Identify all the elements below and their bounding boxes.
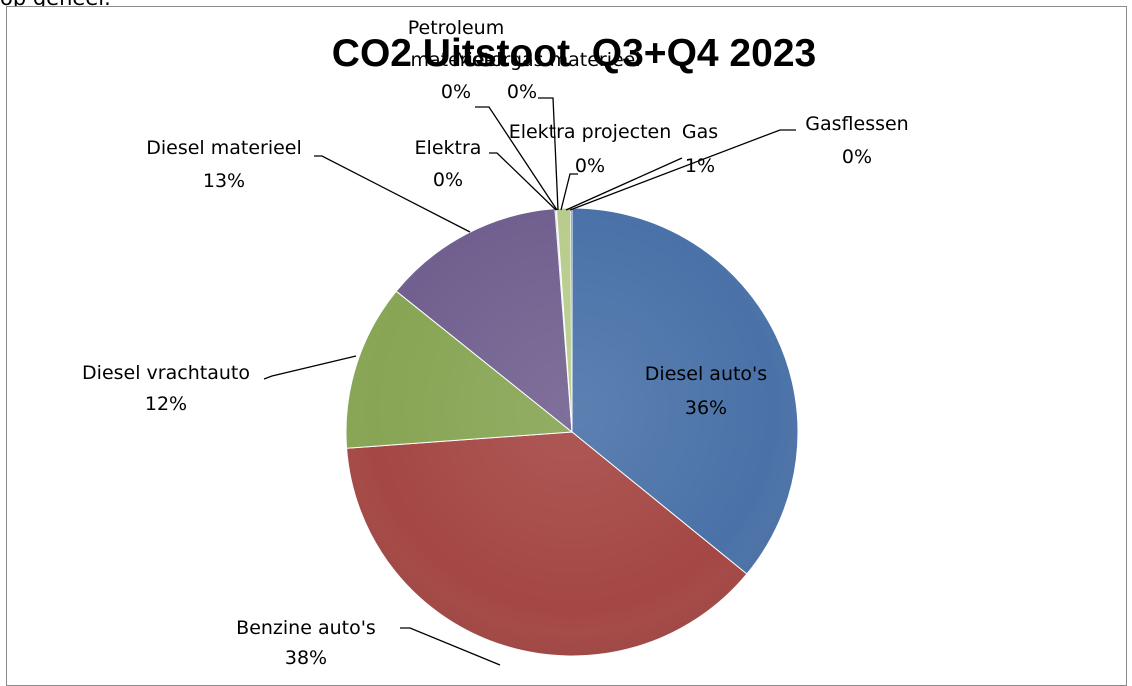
leader-line-motorgas (538, 97, 559, 211)
slice-label-benzine-auto-s: Benzine auto's (236, 617, 376, 639)
page-top-text: op geheel. (0, 0, 111, 10)
slice-percent-elektra: 0% (433, 169, 463, 191)
slice-label-petroleum-materieel: Petroleum (408, 17, 504, 39)
leader-line-elektra-projecten (560, 173, 578, 211)
leader-line-benzine (400, 627, 501, 666)
leader-line-diesel-materieel (314, 155, 471, 233)
slice-percent-benzine-auto-s: 38% (285, 647, 327, 669)
leader-line-gasflessen (569, 129, 796, 211)
leader-line-petroleum (475, 106, 558, 211)
pie-shading (346, 208, 798, 656)
slice-label-gas: Gas (682, 121, 718, 143)
leader-line-diesel-vrachtauto (263, 355, 357, 380)
slice-percent-diesel-materieel: 13% (203, 170, 245, 192)
slice-label-elektra: Elektra (415, 137, 482, 159)
slice-percent-gas: 1% (685, 155, 715, 177)
slice-percent-motorgas-materieel: 0% (507, 81, 537, 103)
slice-percent-gasflessen: 0% (842, 146, 872, 168)
pie-chart: Diesel auto's 36% Benzine auto's 38% Diesel … (82, 17, 909, 669)
slice-percent-petroleum-materieel: 0% (441, 81, 471, 103)
slice-label-elektra-projecten: Elektra projecten (509, 121, 672, 143)
leader-line-gas (565, 157, 683, 211)
slice-label-motorgas-materieel: Motorgas materieel (455, 49, 640, 71)
slice-label-diesel-auto-s: Diesel auto's (645, 363, 767, 385)
chart-title: CO2 Uitstoot Q3+Q4 2023 (332, 32, 816, 75)
slice-label-gasflessen: Gasflessen (805, 113, 908, 135)
leader-line-elektra (489, 152, 557, 211)
slice-percent-elektra-projecten: 0% (575, 155, 605, 177)
slice-percent-diesel-auto-s: 36% (685, 397, 727, 419)
slice-label-diesel-vrachtauto: Diesel vrachtauto (82, 362, 250, 384)
slice-percent-diesel-vrachtauto: 12% (145, 393, 187, 415)
slice-label-petroleum-materieel-line2: materieel (410, 49, 501, 71)
slice-label-diesel-materieel: Diesel materieel (146, 137, 302, 159)
